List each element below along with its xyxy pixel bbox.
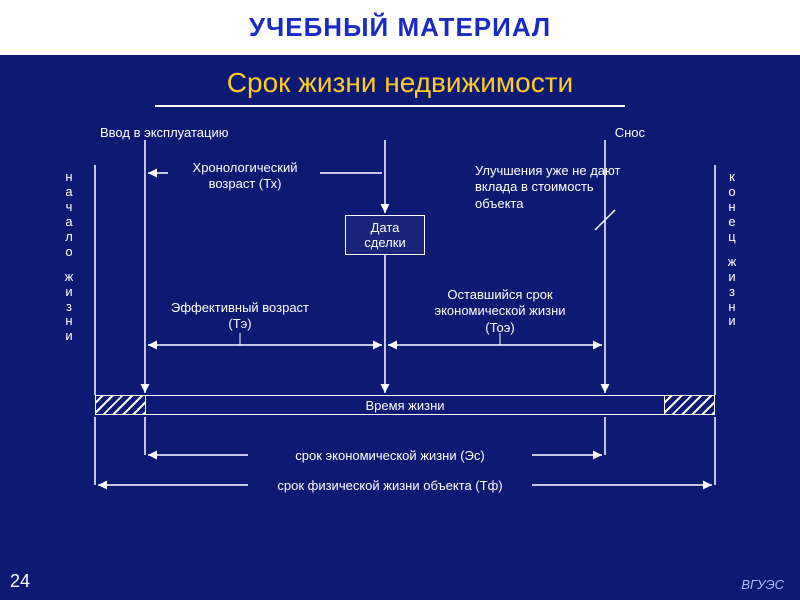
label-effective-age: Эффективный возраст (Тэ) xyxy=(170,300,310,333)
label-commissioning: Ввод в эксплуатацию xyxy=(100,125,280,141)
logo-text: ВГУЭС xyxy=(741,577,784,592)
slide-subtitle: Срок жизни недвижимости xyxy=(0,55,800,99)
timeline-bar: Время жизни xyxy=(145,395,665,415)
label-demolition: Снос xyxy=(565,125,645,141)
label-econ-span: срок экономической жизни (Эс) xyxy=(250,448,530,464)
label-no-contribution: Улучшения уже не дают вклада в стоимость… xyxy=(475,163,645,212)
label-remaining-econ: Оставшийся срок экономической жизни (Тоэ… xyxy=(420,287,580,336)
timeline-hatched-right xyxy=(665,395,715,415)
label-life-end: конецжизни xyxy=(725,170,739,329)
page-number: 24 xyxy=(10,571,30,592)
box-deal-date: Дата сделки xyxy=(345,215,425,255)
label-chrono-age: Хронологический возраст (Тх) xyxy=(170,160,320,193)
page-title: УЧЕБНЫЙ МАТЕРИАЛ xyxy=(0,0,800,51)
label-phys-span: срок физической жизни объекта (Тф) xyxy=(250,478,530,494)
label-life-start: началожизни xyxy=(62,170,76,344)
timeline-hatched-left xyxy=(95,395,145,415)
subtitle-underline xyxy=(155,105,625,107)
slide-body: Срок жизни недвижимости Ввод в эксплуата… xyxy=(0,55,800,600)
